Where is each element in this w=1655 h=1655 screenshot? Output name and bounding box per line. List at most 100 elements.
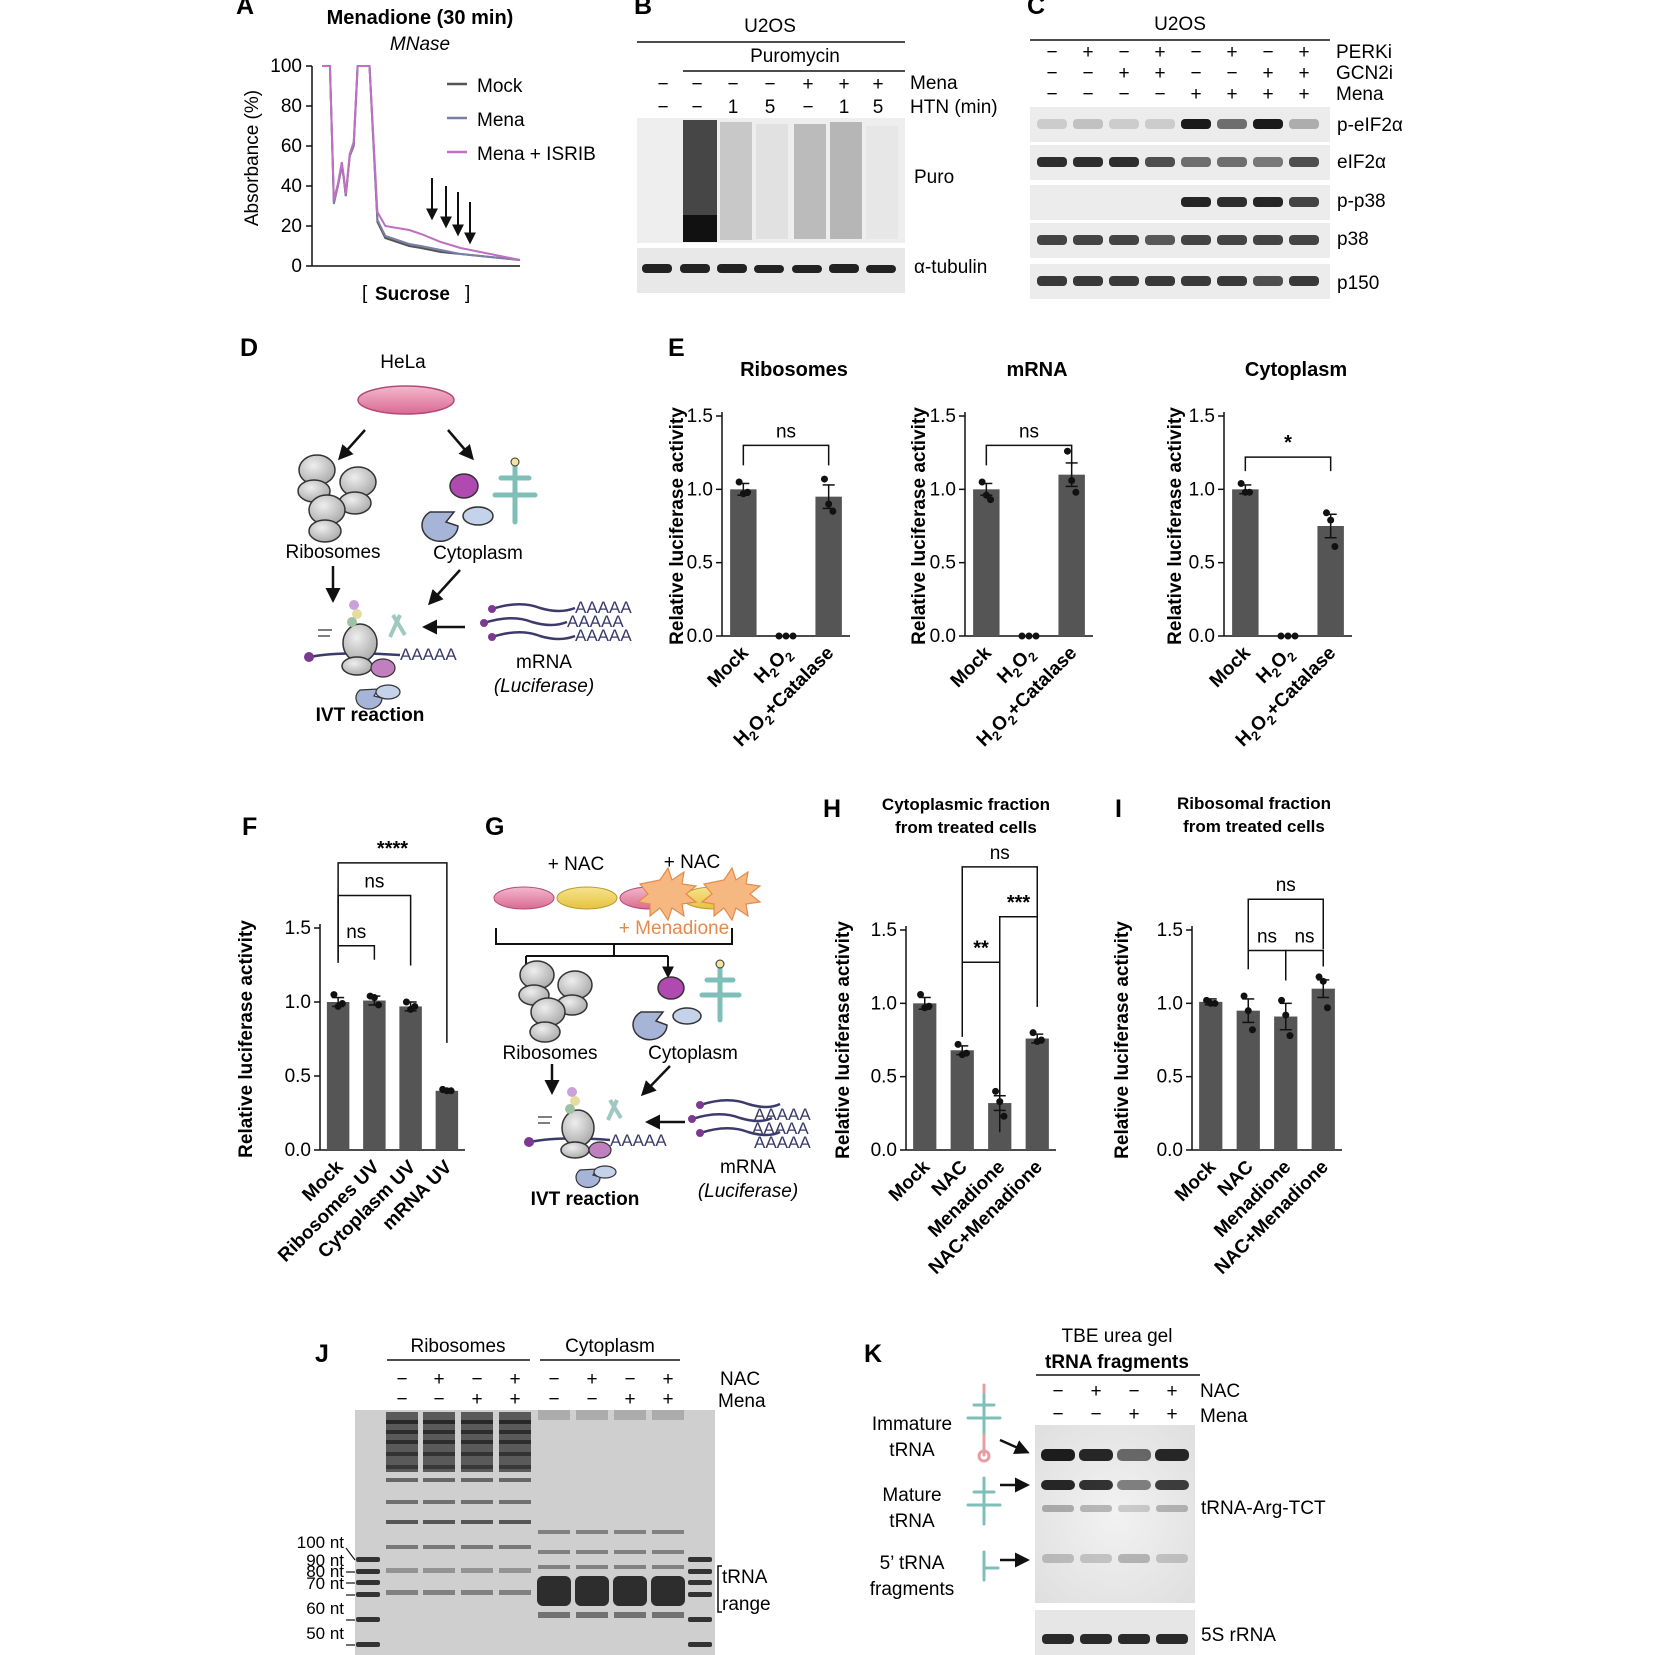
ribosomes-label: Ribosomes (502, 1043, 597, 1064)
mark: + (1262, 84, 1273, 105)
panel-letter: C (1027, 0, 1045, 20)
bar (399, 1006, 422, 1150)
band (1042, 1505, 1074, 1512)
band (423, 1500, 455, 1504)
band (386, 1520, 418, 1524)
nac-label: + NAC (548, 854, 605, 875)
mature-trna-label: tRNA (889, 1511, 935, 1532)
band (1253, 276, 1283, 286)
band (1037, 157, 1067, 167)
data-point (1291, 632, 1299, 640)
band (1289, 119, 1319, 129)
band (538, 1612, 570, 1618)
band (423, 1568, 455, 1573)
significance-label: *** (1007, 892, 1031, 914)
blot-label-trna: tRNA-Arg-TCT (1201, 1498, 1326, 1519)
band (538, 1410, 570, 1420)
band (423, 1452, 455, 1456)
group-label-ribosomes: Ribosomes (410, 1336, 505, 1357)
y-tick-label: 1.5 (1189, 406, 1215, 427)
y-tick-label: 60 (281, 136, 302, 157)
ladder-band (356, 1569, 380, 1574)
row-label-mena: Mena (718, 1391, 766, 1412)
band (386, 1420, 418, 1424)
band (1253, 157, 1283, 167)
band (461, 1452, 493, 1456)
band (1073, 119, 1103, 129)
ivt-reaction-icon: AAAAA (304, 600, 457, 710)
y-tick-label: 0.0 (1189, 626, 1215, 647)
band (652, 1410, 684, 1420)
series-line-mena-isrib (322, 65, 521, 261)
row-label-mena: Mena (1200, 1406, 1248, 1427)
panel-i: I Ribosomal fraction from treated cells … (1112, 794, 1342, 1279)
band (576, 1612, 608, 1618)
ivt-label: IVT reaction (531, 1189, 640, 1210)
band (386, 1478, 418, 1482)
band (1145, 276, 1175, 286)
data-point (1240, 992, 1248, 1000)
band (614, 1565, 646, 1569)
panel-letter: B (634, 0, 652, 20)
mark: − (396, 1369, 407, 1390)
y-tick-label: 40 (281, 176, 302, 197)
band (614, 1410, 646, 1420)
data-point (370, 994, 378, 1002)
panel-letter: D (240, 334, 258, 362)
row-label-nac: NAC (1200, 1381, 1240, 1402)
trna-range-label: range (722, 1594, 771, 1615)
chart-i: 0.0 0.5 1.0 1.5 Relative luciferase activity… (1112, 875, 1342, 1279)
chart-title: Ribosomal fraction (1177, 794, 1331, 813)
band (576, 1550, 608, 1554)
band (386, 1590, 418, 1595)
panel-letter: H (823, 795, 841, 823)
mark: + (1298, 84, 1309, 105)
trna-band (651, 1576, 685, 1606)
y-tick-label: 1.5 (1157, 920, 1183, 941)
band (386, 1500, 418, 1504)
mark: − (691, 97, 702, 118)
band (1156, 1505, 1188, 1512)
immature-trna-label: Immature (872, 1414, 952, 1435)
mark: + (1090, 1381, 1101, 1402)
mark: − (1052, 1404, 1063, 1425)
data-point (978, 478, 986, 486)
mark: − (764, 74, 775, 95)
panel-g: G + NAC + NAC + Menadione Ribosomes Cyto… (485, 813, 811, 1210)
band (1109, 235, 1139, 245)
bar (950, 1050, 974, 1150)
mark: + (509, 1369, 520, 1390)
bar (1199, 1001, 1223, 1150)
x-axis-bracket-left: [ (362, 283, 368, 304)
data-point (1331, 543, 1339, 551)
y-tick-label: 1.0 (1189, 479, 1215, 500)
data-point (782, 632, 790, 640)
mark: − (1046, 42, 1057, 63)
poly-a-tail: AAAAA (575, 626, 632, 645)
y-axis-label: Relative luciferase activity (909, 407, 930, 645)
panel-letter: K (864, 1340, 882, 1368)
mrna-label: mRNA (720, 1157, 776, 1178)
data-point (1315, 973, 1323, 981)
ivt-reaction-icon: AAAAA (524, 1087, 667, 1189)
y-tick-label: 0.5 (871, 1067, 897, 1088)
mark: 1 (728, 97, 739, 118)
panel-title: Menadione (30 min) (327, 7, 514, 29)
y-tick-label: 100 (270, 56, 302, 77)
band (652, 1565, 684, 1569)
mark: − (1046, 84, 1057, 105)
band (614, 1550, 646, 1554)
band (386, 1568, 418, 1573)
mark: + (1128, 1404, 1139, 1425)
row-label-mena: Mena (910, 73, 958, 94)
data-point (1025, 632, 1033, 640)
band (538, 1565, 570, 1569)
data-point (338, 999, 346, 1007)
poly-a-tail: AAAAA (754, 1105, 811, 1124)
culture-dish-icon (357, 385, 455, 415)
band (386, 1430, 418, 1434)
bar (1236, 1010, 1260, 1150)
ribosomes-icon (518, 960, 593, 1043)
fragment-label: fragments (870, 1579, 954, 1600)
